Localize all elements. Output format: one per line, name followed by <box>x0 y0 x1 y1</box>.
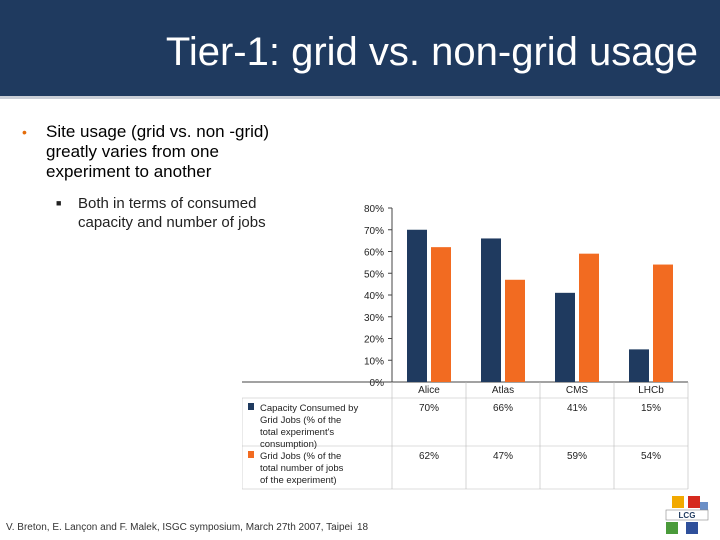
bullet-text-1: Site usage (grid vs. non -grid) greatly … <box>46 122 269 181</box>
bar <box>555 292 575 382</box>
data-label: 62% <box>419 451 439 462</box>
y-tick-label: 70% <box>364 226 384 237</box>
bullet-text-2: Both in terms of consumed capacity and n… <box>78 195 266 231</box>
title-divider <box>0 96 720 99</box>
x-category-label: CMS <box>566 385 589 396</box>
x-category-label: Atlas <box>492 385 514 396</box>
bullet-list: • Site usage (grid vs. non -grid) greatl… <box>22 122 272 232</box>
bar <box>407 229 427 382</box>
square-bullet-icon: ■ <box>56 198 62 208</box>
bullet-item-1: • Site usage (grid vs. non -grid) greatl… <box>22 122 272 182</box>
data-label: 41% <box>567 403 587 414</box>
y-tick-label: 30% <box>364 313 384 324</box>
page-title: Tier-1: grid vs. non-grid usage <box>165 30 698 74</box>
page-number: 18 <box>357 522 369 533</box>
y-tick-label: 20% <box>364 335 384 346</box>
y-tick-label: 10% <box>364 356 384 367</box>
bullet-dot-icon: • <box>22 124 27 140</box>
svg-text:LCG: LCG <box>679 511 696 520</box>
legend-swatch <box>248 451 254 458</box>
bar <box>431 247 451 382</box>
y-tick-label: 50% <box>364 269 384 280</box>
bar <box>505 279 525 382</box>
legend-label: Grid Jobs (% of the total number of jobs o… <box>260 451 344 486</box>
data-label: 15% <box>641 403 661 414</box>
footer-text: V. Breton, E. Lançon and F. Malek, ISGC … <box>6 522 353 533</box>
title-bar: Tier-1: grid vs. non-grid usage <box>0 0 720 96</box>
bar <box>481 238 501 382</box>
chart-container: 0% 10% 20% 30% 40% 50% 60% 70% 80% Alice Atlas CMS L… <box>241 188 690 493</box>
data-label: 54% <box>641 451 661 462</box>
bar <box>579 253 599 382</box>
y-tick-label: 60% <box>364 248 384 259</box>
legend-swatch <box>248 403 254 410</box>
bar <box>653 264 673 382</box>
bar-chart: 0% 10% 20% 30% 40% 50% 60% 70% 80% Alice Atlas CMS L… <box>241 204 689 490</box>
lcg-logo: LCG <box>665 496 709 534</box>
data-label: 70% <box>419 403 439 414</box>
data-label: 47% <box>493 451 513 462</box>
bar <box>629 349 649 382</box>
x-category-label: Alice <box>418 385 440 396</box>
legend-label: Capacity Consumed by Grid Jobs (% of the t… <box>260 403 358 450</box>
y-tick-label: 80% <box>364 204 384 215</box>
y-tick-label: 40% <box>364 291 384 302</box>
y-tick-label: 0% <box>370 378 385 389</box>
bullet-item-2: ■ Both in terms of consumed capacity and… <box>56 194 272 232</box>
data-label: 59% <box>567 451 587 462</box>
x-category-label: LHCb <box>638 385 664 396</box>
data-label: 66% <box>493 403 513 414</box>
